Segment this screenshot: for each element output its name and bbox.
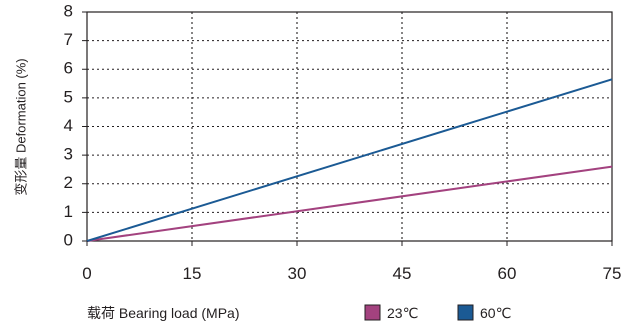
y-tick-label: 4 [64, 116, 73, 135]
series-line-1 [86, 165, 613, 242]
series-layer [86, 78, 613, 242]
legend-label-2: 60℃ [480, 305, 511, 321]
y-tick-label: 3 [64, 145, 73, 164]
x-tick-label: 0 [82, 264, 91, 283]
x-tick-label: 75 [603, 264, 622, 283]
y-axis-label: 变形量 Deformation (%) [13, 58, 28, 195]
y-tick-label: 1 [64, 202, 73, 221]
legend: 23℃ 60℃ [364, 304, 511, 321]
x-tick-label: 30 [288, 264, 307, 283]
legend-swatch-1 [364, 304, 381, 321]
x-tick-label: 15 [183, 264, 202, 283]
y-tick-label: 7 [64, 30, 73, 49]
x-tick-label: 60 [498, 264, 517, 283]
y-tick-label: 2 [64, 173, 73, 192]
legend-swatch-2 [457, 304, 474, 321]
y-tick-label: 5 [64, 87, 73, 106]
series-line-2 [86, 78, 613, 242]
y-tick-label: 0 [64, 230, 73, 249]
y-tick-label: 6 [64, 59, 73, 78]
y-axis-tick-labels: 0 1 2 3 4 5 6 7 8 [64, 1, 87, 249]
x-axis-tick-labels: 0 15 30 45 60 75 [82, 241, 621, 283]
y-tick-label: 8 [64, 1, 73, 20]
grid [87, 12, 612, 241]
x-tick-label: 45 [393, 264, 412, 283]
x-axis-label: 载荷 Bearing load (MPa) [87, 305, 240, 321]
legend-label-1: 23℃ [387, 305, 418, 321]
